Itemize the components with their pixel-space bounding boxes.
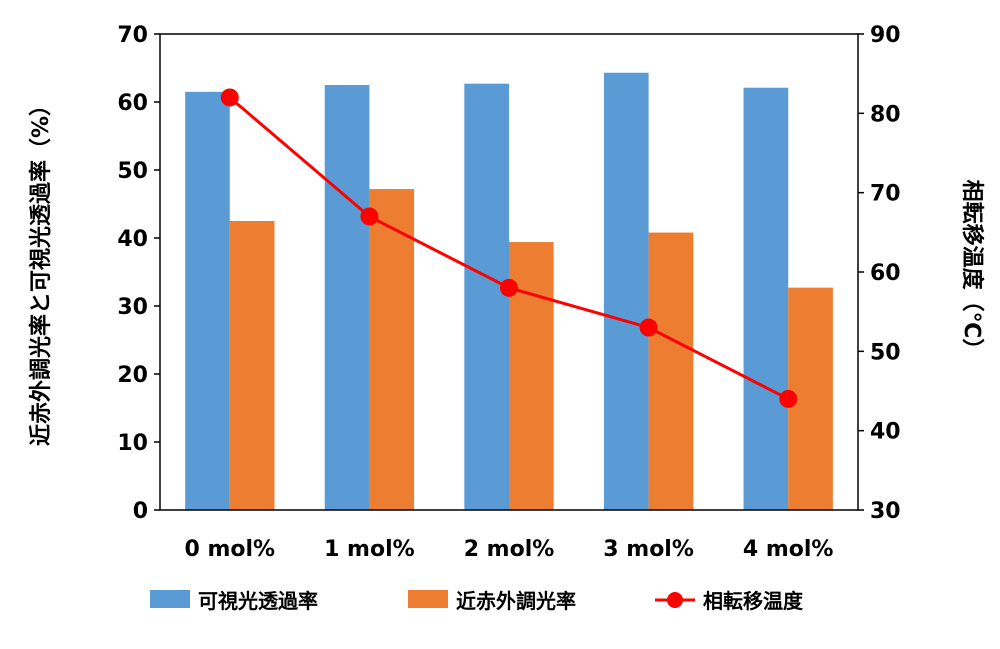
right-tick-label: 90 xyxy=(870,23,901,48)
left-axis-title: 近赤外調光率と可視光透過率（%） xyxy=(28,94,54,446)
left-tick-label: 60 xyxy=(117,91,148,116)
left-tick-label: 0 xyxy=(133,499,148,524)
bar-visible-transmittance-2 xyxy=(464,83,509,510)
legend-label-1: 近赤外調光率 xyxy=(456,589,576,613)
category-labels: 0 mol% 1 mol% 2 mol% 3 mol% 4 mol% xyxy=(185,537,834,562)
point-transition-temperature-0 xyxy=(220,88,239,107)
bar-nir-modulation-1 xyxy=(369,189,415,511)
category-label: 4 mol% xyxy=(743,537,834,562)
category-label: 0 mol% xyxy=(185,537,276,562)
category-label: 3 mol% xyxy=(603,537,694,562)
legend-swatch-1 xyxy=(408,590,448,608)
legend: 可視光透過率 近赤外調光率 相転移温度 xyxy=(150,589,804,613)
line-layer xyxy=(220,88,798,408)
right-axis-title: 相転移温度（℃） xyxy=(959,180,985,361)
legend-label-0: 可視光透過率 xyxy=(198,589,318,613)
legend-label-2: 相転移温度 xyxy=(703,589,804,613)
right-tick-label: 70 xyxy=(870,182,901,207)
right-tick-label: 40 xyxy=(870,420,901,445)
point-transition-temperature-4 xyxy=(779,389,798,408)
left-tick-label: 30 xyxy=(117,295,148,320)
right-tick-label: 60 xyxy=(870,261,901,286)
left-tick-label: 40 xyxy=(117,227,148,252)
bars-layer xyxy=(185,72,833,511)
right-axis-ticks: 30 40 50 60 70 80 90 xyxy=(858,23,901,524)
left-tick-label: 50 xyxy=(117,159,148,184)
bar-visible-transmittance-4 xyxy=(743,87,789,510)
left-tick-label: 70 xyxy=(117,23,148,48)
bar-visible-transmittance-3 xyxy=(603,72,649,510)
category-label: 2 mol% xyxy=(464,537,555,562)
point-transition-temperature-3 xyxy=(639,318,658,337)
point-transition-temperature-1 xyxy=(360,207,379,226)
right-tick-label: 80 xyxy=(870,102,901,127)
point-transition-temperature-2 xyxy=(500,278,518,297)
right-tick-label: 50 xyxy=(870,340,901,365)
legend-swatch-0 xyxy=(150,590,190,608)
left-tick-label: 10 xyxy=(117,431,148,456)
bar-visible-transmittance-1 xyxy=(324,85,370,510)
right-tick-label: 30 xyxy=(870,499,901,524)
bar-nir-modulation-3 xyxy=(648,232,694,510)
bar-visible-transmittance-0 xyxy=(185,91,230,511)
left-tick-label: 20 xyxy=(117,363,148,388)
category-label: 1 mol% xyxy=(324,537,415,562)
bar-nir-modulation-0 xyxy=(229,221,275,510)
left-axis-ticks: 0 10 20 30 40 50 60 70 xyxy=(117,23,160,524)
legend-marker-swatch xyxy=(667,592,683,608)
